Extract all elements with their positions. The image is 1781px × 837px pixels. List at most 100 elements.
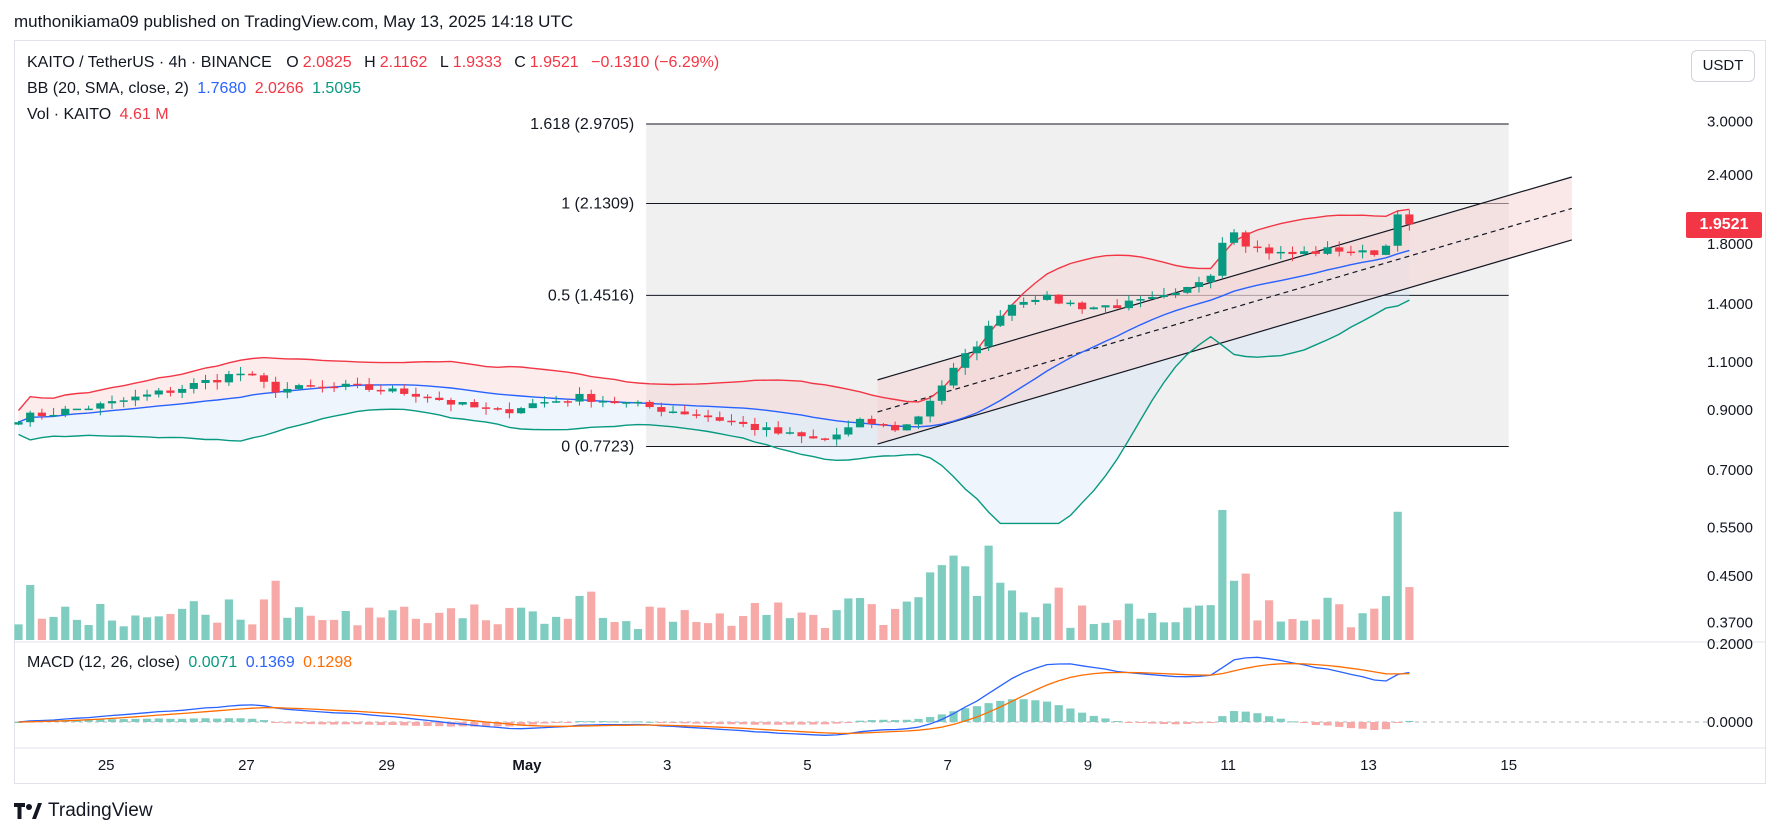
candle-body: [797, 432, 806, 437]
channel-upper-line: [877, 176, 1572, 381]
volume-bar: [1136, 618, 1145, 640]
candle-body: [84, 408, 93, 411]
macd-name: MACD (12, 26, close): [27, 654, 180, 671]
volume-bar: [213, 622, 222, 640]
volume-bar: [914, 597, 923, 640]
macd-histogram-bar: [680, 722, 689, 724]
macd-histogram-bar: [832, 722, 841, 724]
volume-bar: [622, 621, 631, 640]
macd-histogram-bar: [727, 722, 736, 725]
candle-body: [1194, 282, 1204, 288]
candle-body: [516, 408, 526, 414]
macd-histogram-bar: [914, 718, 923, 722]
macd-histogram-bar: [294, 722, 304, 724]
volume-bar: [610, 622, 619, 640]
volume-bar: [703, 623, 713, 640]
candle-body: [1078, 302, 1087, 310]
volume-bar: [1124, 603, 1133, 640]
macd-histogram-bar: [809, 722, 818, 725]
volume-bar: [668, 621, 678, 640]
volume-bar: [96, 603, 105, 640]
open-value: 2.0825: [302, 54, 352, 71]
volume-bar: [423, 623, 432, 640]
volume-bar: [1218, 510, 1227, 640]
candle-body: [423, 396, 432, 399]
volume-bar: [785, 618, 794, 640]
candle-body: [1241, 232, 1250, 247]
candle-body: [692, 414, 701, 416]
macd-histogram-bar: [1159, 722, 1169, 725]
macd-histogram-bar: [1393, 722, 1402, 723]
candle-body: [142, 394, 152, 397]
volume-bar: [727, 625, 736, 640]
macd-histogram-bar: [1194, 722, 1204, 724]
volume-bar: [949, 555, 958, 640]
candle-body: [1265, 247, 1274, 254]
macd-histogram-bar: [1265, 716, 1274, 722]
macd-histogram-bar: [516, 722, 526, 726]
candle-body: [400, 388, 409, 394]
macd-histogram-bar: [972, 706, 982, 722]
candle-body: [1405, 214, 1414, 225]
volume-bar: [1335, 604, 1344, 640]
candle-body: [1335, 247, 1344, 252]
tradingview-logo[interactable]: TradingView: [14, 800, 153, 822]
candle-body: [294, 385, 304, 389]
macd-histogram-bar: [1031, 700, 1040, 722]
macd-histogram-bar: [750, 722, 759, 725]
volume-bar: [657, 607, 666, 640]
candle-body: [493, 408, 502, 410]
macd-histogram-bar: [563, 722, 572, 723]
bb-legend[interactable]: BB (20, SMA, close, 2) 1.7680 2.0266 1.5…: [27, 80, 365, 98]
candle-body: [178, 388, 187, 393]
volume-bar: [72, 619, 82, 640]
volume-legend[interactable]: Vol · KAITO 4.61 M: [27, 106, 173, 124]
volume-bar: [1007, 590, 1017, 640]
macd-histogram-bar: [1148, 722, 1157, 724]
volume-bar: [563, 618, 572, 640]
tradingview-logo-text: TradingView: [48, 800, 153, 821]
macd-histogram-bar: [1381, 722, 1391, 730]
price-axis-tick: 0.4500: [1707, 568, 1753, 585]
candle-body: [376, 389, 385, 392]
candle-body: [1393, 214, 1402, 246]
candle-body: [248, 373, 257, 376]
bb-upper-value: 2.0266: [254, 80, 304, 97]
candle-body: [458, 402, 467, 405]
candle-body: [902, 424, 911, 431]
macd-histogram-bar: [1218, 716, 1227, 722]
macd-histogram-bar: [400, 722, 409, 726]
macd-histogram-bar: [131, 718, 140, 722]
macd-axis-tick: 0.2000: [1707, 636, 1753, 653]
candle-body: [750, 423, 759, 431]
symbol-title[interactable]: KAITO / TetherUS · 4h · BINANCE: [27, 54, 272, 71]
candle-body: [1171, 292, 1180, 296]
volume-bar: [1265, 600, 1274, 640]
candle-body: [37, 412, 46, 417]
time-axis-tick: 15: [1500, 757, 1517, 774]
publisher-line: muthonikiama09 published on TradingView.…: [14, 12, 574, 31]
volume-bar: [131, 615, 140, 640]
macd-histogram-bar: [446, 722, 456, 727]
candle-body: [1253, 246, 1262, 249]
macd-histogram-bar: [154, 718, 163, 722]
macd-legend[interactable]: MACD (12, 26, close) 0.0071 0.1369 0.129…: [27, 654, 356, 672]
macd-histogram-bar: [645, 721, 654, 723]
symbol-legend: KAITO / TetherUS · 4h · BINANCE O 2.0825 …: [27, 54, 723, 72]
volume-bar: [692, 622, 701, 640]
candle-body: [1381, 245, 1391, 255]
candle-body: [72, 408, 82, 411]
macd-histogram-bar: [633, 721, 643, 723]
macd-histogram-bar: [1358, 722, 1367, 729]
chart-frame: [14, 40, 1766, 784]
volume-bar: [832, 610, 841, 640]
volume-bar: [49, 616, 58, 640]
candle-body: [1054, 294, 1063, 304]
price-axis-tick: 3.0000: [1707, 114, 1753, 131]
currency-button[interactable]: USDT: [1691, 50, 1755, 82]
macd-histogram-bar: [365, 722, 374, 725]
price-axis-tick: 0.9000: [1707, 402, 1753, 419]
candle-body: [435, 397, 444, 401]
macd-histogram-bar: [435, 722, 444, 727]
